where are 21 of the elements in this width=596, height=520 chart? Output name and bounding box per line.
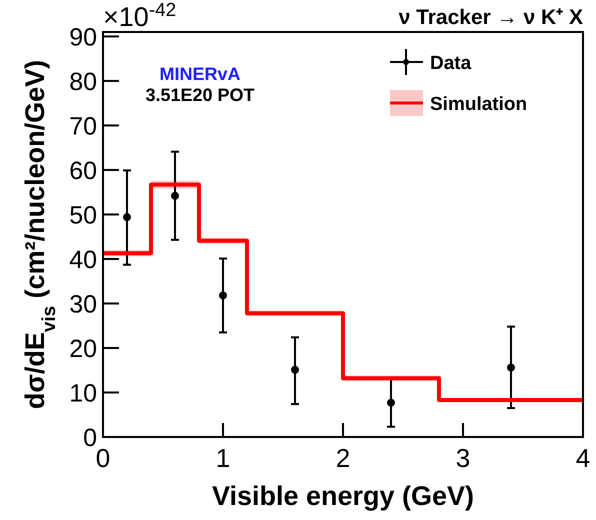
y-tick-label: 40	[69, 246, 97, 274]
x-tick-label: 3	[456, 443, 470, 473]
chart-title: ν Tracker → ν K⁺ X	[398, 6, 583, 29]
y-tick-label: 50	[69, 201, 97, 230]
x-tick-label: 2	[336, 443, 350, 473]
y-tick-label: 20	[69, 334, 97, 363]
text: ×10$^{-42}$	[103, 0, 176, 32]
x-axis-title: Visible energy (GeV)	[212, 481, 474, 511]
annotation: MINERvA	[159, 64, 241, 84]
y-tick-label: 10	[69, 379, 97, 408]
y-tick-label: 70	[69, 112, 97, 140]
y-tick-label: 60	[69, 156, 97, 185]
y-tick-label: 30	[69, 290, 97, 318]
x-tick-label: 4	[576, 443, 590, 473]
y-tick-label: 90	[69, 23, 97, 52]
annotation: 3.51E20 POT	[145, 85, 255, 105]
legend-label: Simulation	[430, 94, 528, 115]
y-tick-label: 0	[83, 424, 97, 452]
x-tick-label: 1	[216, 443, 230, 473]
legend-label: Data	[430, 53, 472, 74]
y-tick-label: 80	[69, 68, 97, 96]
